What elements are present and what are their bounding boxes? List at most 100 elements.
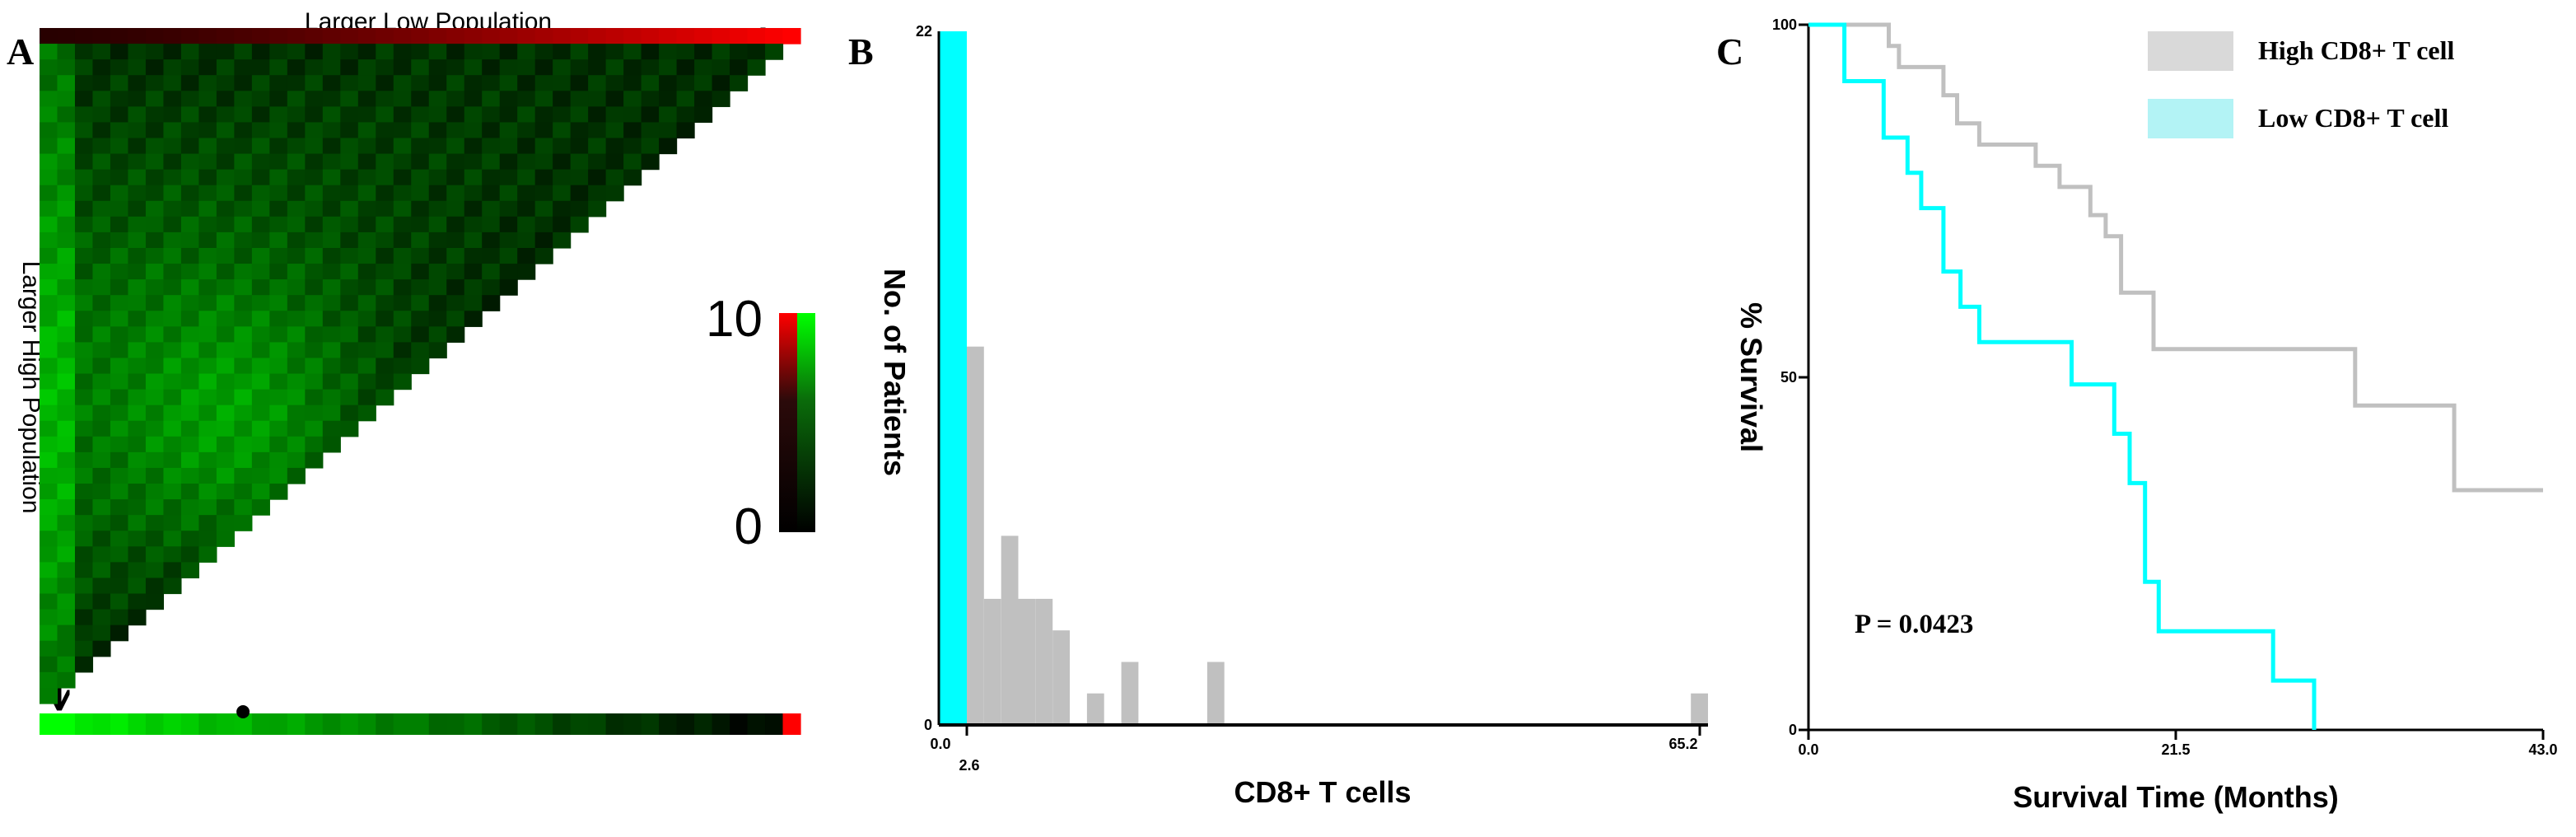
heatmap-cell: [411, 247, 430, 264]
heatmap-cell: [40, 311, 58, 327]
heatmap-cell: [234, 515, 253, 531]
survival-y-ticks: 0 50 100: [1772, 16, 1808, 738]
heatmap-cell: [428, 216, 447, 233]
heatmap-cell: [163, 138, 182, 155]
heatmap-cell: [40, 28, 58, 44]
heatmap-cell: [57, 373, 76, 390]
heatmap-cell: [676, 75, 695, 91]
heatmap-cell: [269, 342, 288, 359]
heatmap-cell: [145, 358, 165, 375]
heatmap-cell: [40, 106, 58, 124]
survival-y-tick-label: 0: [1789, 722, 1797, 738]
heatmap-cell: [357, 138, 376, 155]
heatmap-cell: [446, 138, 465, 155]
heatmap-cell: [40, 624, 58, 642]
heatmap-cell: [340, 279, 359, 296]
heatmap-cell: [251, 138, 270, 155]
heatmap-cell: [251, 404, 270, 422]
heatmap-cell: [251, 44, 270, 60]
heatmap-cell: [411, 216, 430, 233]
heatmap-cell: [623, 138, 642, 155]
heatmap-cell: [57, 326, 76, 343]
heatmap-cell: [92, 342, 111, 359]
heatmap-cell: [128, 546, 147, 563]
heatmap-cell: [57, 358, 76, 375]
heatmap-cell: [74, 451, 94, 469]
heatmap-cell: [517, 28, 536, 44]
heatmap-cell: [180, 467, 199, 484]
heatmap-cell: [40, 687, 58, 704]
heatmap-cell: [322, 404, 341, 422]
heatmap-cell: [482, 153, 501, 171]
heatmap-cell: [74, 153, 94, 171]
heatmap-cell: [411, 358, 430, 375]
heatmap-cell: [446, 264, 465, 280]
heatmap-cell: [163, 451, 182, 469]
heatmap-cell: [216, 326, 235, 343]
heatmap-cell: [730, 44, 749, 60]
heatmap-cell: [74, 326, 94, 343]
heatmap-bottom-cell: [782, 713, 801, 735]
heatmap-cell: [251, 451, 270, 469]
heatmap-cell: [428, 185, 447, 202]
heatmap-cell: [40, 326, 58, 343]
heatmap-cell: [464, 28, 483, 44]
heatmap-cell: [712, 28, 730, 44]
heatmap-cell: [251, 28, 270, 44]
histogram-bar-high: [1691, 693, 1708, 725]
heatmap-cell: [605, 59, 624, 76]
heatmap-cell: [517, 59, 536, 76]
heatmap-cell: [411, 138, 430, 155]
heatmap-cell: [393, 342, 412, 359]
heatmap-cell: [234, 44, 253, 60]
heatmap-cell: [482, 59, 501, 76]
heatmap-cell: [40, 671, 58, 689]
heatmap-cell: [57, 153, 76, 171]
heatmap-cell: [428, 59, 447, 76]
heatmap-bottom-cell: [605, 713, 624, 735]
heatmap-cell: [128, 247, 147, 264]
heatmap-cell: [40, 499, 58, 516]
heatmap-cell: [340, 311, 359, 327]
heatmap-cell: [534, 231, 553, 249]
heatmap-cell: [588, 169, 607, 186]
heatmap-cell: [446, 247, 465, 264]
heatmap-cell: [534, 44, 553, 60]
heatmap-cell: [216, 436, 235, 453]
heatmap-bottom-cell: [110, 713, 129, 735]
heatmap-cell: [269, 451, 288, 469]
heatmap-cell: [357, 264, 376, 280]
heatmap-cell: [163, 358, 182, 375]
heatmap-cell: [393, 138, 412, 155]
heatmap-cell: [570, 216, 589, 233]
heatmap-cell: [57, 484, 76, 500]
heatmap-cell: [180, 342, 199, 359]
heatmap-cell: [411, 59, 430, 76]
heatmap-cell: [216, 373, 235, 390]
heatmap-cell: [376, 358, 394, 375]
heatmap-cell: [57, 216, 76, 233]
heatmap-cell: [305, 451, 324, 469]
heatmap-cell: [269, 326, 288, 343]
heatmap-cell: [128, 122, 147, 139]
heatmap-cell: [269, 467, 288, 484]
heatmap-cell: [251, 247, 270, 264]
heatmap-cell: [411, 185, 430, 202]
heatmap-cell: [747, 28, 766, 44]
heatmap-cell: [234, 484, 253, 500]
heatmap-cell: [570, 153, 589, 171]
heatmap-cell: [198, 499, 217, 516]
heatmap-cell: [517, 106, 536, 124]
heatmap-cell: [305, 216, 324, 233]
heatmap-cell: [357, 404, 376, 422]
heatmap-cell: [694, 59, 713, 76]
heatmap-cell: [110, 451, 129, 469]
heatmap-cell: [393, 247, 412, 264]
heatmap-cell: [163, 153, 182, 171]
heatmap-cell: [128, 264, 147, 280]
heatmap-cell: [234, 247, 253, 264]
heatmap-cell: [517, 44, 536, 60]
heatmap-cell: [180, 531, 199, 547]
heatmap-cell: [446, 59, 465, 76]
heatmap-cell: [322, 342, 341, 359]
